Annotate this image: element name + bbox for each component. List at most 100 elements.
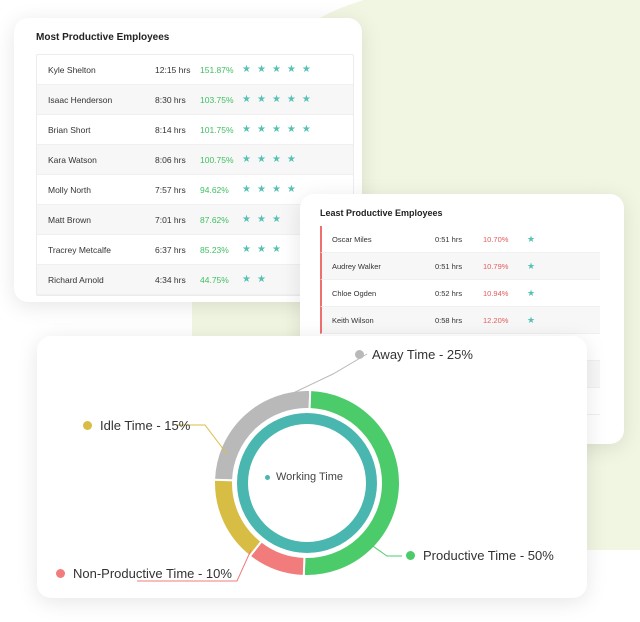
star-icon: ★ (242, 243, 251, 255)
star-rating: ★ ★ ★ ★ ★ (240, 93, 311, 105)
star-icon: ★ (242, 153, 251, 165)
star-rating: ★ (527, 233, 536, 244)
legend-label: Away Time - 25% (372, 347, 473, 362)
star-icon: ★ (256, 93, 266, 105)
table-row: Isaac Henderson 8:30 hrs 103.75% ★ ★ ★ ★ ★ (37, 85, 353, 115)
legend-dot-icon (83, 421, 92, 430)
star-rating: ★ ★ ★ (240, 213, 281, 225)
legend-dot-icon (56, 569, 65, 578)
star-icon: ★ (527, 260, 536, 271)
star-icon: ★ (256, 123, 266, 135)
star-icon: ★ (242, 213, 251, 225)
star-icon: ★ (271, 213, 281, 225)
star-icon: ★ (286, 93, 296, 105)
star-icon: ★ (271, 183, 281, 195)
employee-percent: 151.87% (200, 64, 234, 75)
star-rating: ★ (527, 315, 535, 325)
table-row: Kara Watson 8:06 hrs 100.75% ★ ★ ★ ★ (37, 145, 353, 175)
employee-percent: 101.75% (200, 124, 234, 135)
star-icon: ★ (242, 183, 251, 195)
star-icon: ★ (271, 243, 281, 255)
employee-percent: 87.62% (200, 214, 229, 225)
center-label-text: Working Time (276, 471, 344, 483)
employee-percent: 12.20% (483, 315, 509, 325)
legend-label: Idle Time - 15% (100, 418, 191, 433)
table-row: Keith Wilson 0:58 hrs 12.20% ★ (320, 307, 600, 334)
star-icon: ★ (242, 63, 251, 75)
employee-name: Kara Watson (48, 154, 97, 165)
legend-non-productive-time: Non-Productive Time - 10% (56, 566, 232, 581)
employee-hours: 0:58 hrs (435, 315, 463, 325)
employee-hours: 8:14 hrs (155, 124, 186, 135)
employee-hours: 8:06 hrs (155, 154, 186, 165)
legend-label: Productive Time - 50% (423, 548, 554, 563)
star-icon: ★ (301, 63, 311, 75)
star-icon: ★ (286, 183, 296, 195)
employee-hours: 6:37 hrs (155, 244, 186, 255)
star-icon: ★ (256, 63, 266, 75)
table-row: Audrey Walker 0:51 hrs 10.79% ★ (320, 253, 600, 280)
employee-percent: 10.94% (483, 288, 509, 298)
employee-hours: 12:15 hrs (155, 64, 191, 75)
star-icon: ★ (271, 93, 281, 105)
legend-label: Non-Productive Time - 10% (73, 566, 232, 581)
star-icon: ★ (256, 273, 266, 285)
employee-percent: 94.62% (200, 184, 229, 195)
star-rating: ★ ★ ★ ★ ★ (240, 63, 311, 75)
employee-hours: 7:01 hrs (155, 214, 186, 225)
leader-line-away (290, 353, 368, 395)
employee-percent: 10.70% (483, 234, 509, 244)
table-row: Molly North 7:57 hrs 94.62% ★ ★ ★ ★ (37, 175, 353, 205)
employee-percent: 10.79% (483, 261, 509, 271)
star-rating: ★ ★ ★ (240, 243, 281, 255)
star-icon: ★ (256, 213, 266, 225)
employee-name: Brian Short (48, 124, 91, 135)
table-row: Brian Short 8:14 hrs 101.75% ★ ★ ★ ★ ★ (37, 115, 353, 145)
employee-hours: 0:51 hrs (435, 234, 463, 244)
star-icon: ★ (301, 123, 311, 135)
leader-line-non-productive (137, 549, 252, 582)
star-icon: ★ (271, 63, 281, 75)
legend-dot-icon (355, 350, 364, 359)
employee-name: Audrey Walker (332, 261, 381, 271)
employee-percent: 85.23% (200, 244, 229, 255)
star-icon: ★ (527, 233, 536, 244)
leader-line-productive (366, 541, 402, 557)
employee-name: Tracrey Metcalfe (48, 244, 111, 255)
employee-name: Oscar Miles (332, 234, 372, 244)
legend-dot-icon (406, 551, 415, 560)
star-icon: ★ (256, 153, 266, 165)
table-row: Oscar Miles 0:51 hrs 10.70% ★ (320, 226, 600, 253)
most-productive-title: Most Productive Employees (36, 32, 170, 43)
center-label: Working Time (265, 471, 343, 483)
leader-line-idle (177, 424, 228, 455)
star-icon: ★ (271, 153, 281, 165)
employee-percent: 100.75% (200, 154, 234, 165)
employee-name: Isaac Henderson (48, 94, 113, 105)
star-rating: ★ (527, 260, 536, 271)
star-icon: ★ (527, 287, 536, 298)
employee-name: Keith Wilson (332, 315, 374, 325)
employee-hours: 7:57 hrs (155, 184, 186, 195)
employee-percent: 103.75% (200, 94, 234, 105)
star-icon: ★ (286, 123, 296, 135)
star-rating: ★ (527, 287, 536, 298)
time-chart-card: Working Time Away Time - 25% Idle Time -… (37, 336, 587, 598)
star-icon: ★ (286, 63, 296, 75)
employee-hours: 0:52 hrs (435, 288, 463, 298)
center-dot-icon (265, 474, 270, 480)
employee-name: Matt Brown (48, 214, 91, 225)
employee-name: Chloe Ogden (332, 288, 377, 298)
legend-productive-time: Productive Time - 50% (406, 548, 554, 563)
legend-idle-time: Idle Time - 15% (83, 418, 190, 433)
star-rating: ★ ★ ★ ★ (240, 153, 296, 165)
table-row: Tracrey Metcalfe 6:37 hrs 85.23% ★ ★ ★ (37, 235, 353, 265)
employee-hours: 0:51 hrs (435, 261, 463, 271)
star-icon: ★ (242, 273, 251, 285)
star-icon: ★ (256, 183, 266, 195)
least-productive-title: Least Productive Employees (320, 208, 443, 218)
donut-center (248, 424, 366, 542)
time-donut-chart (137, 353, 402, 582)
star-icon: ★ (242, 93, 251, 105)
employee-name: Molly North (48, 184, 91, 195)
